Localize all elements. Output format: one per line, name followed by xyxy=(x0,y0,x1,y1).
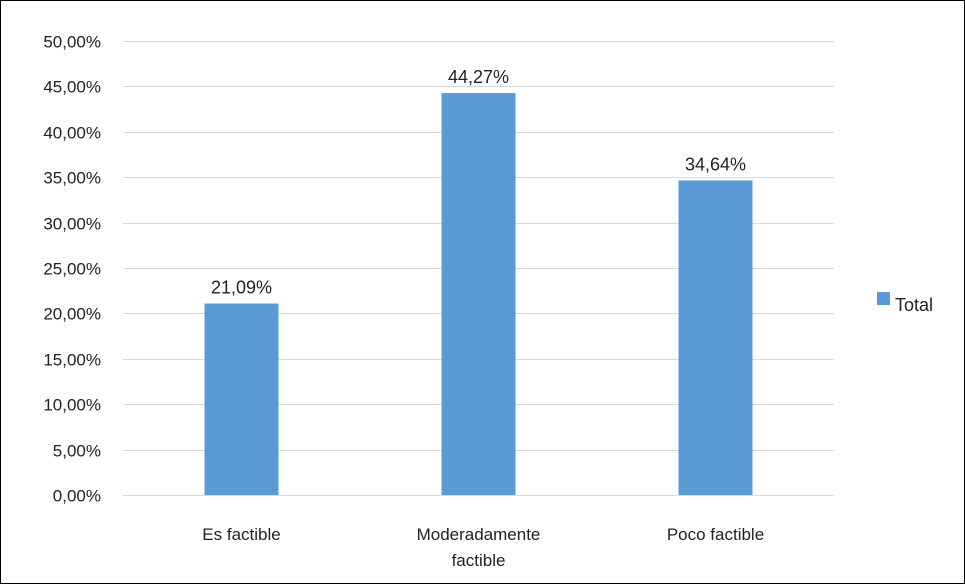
y-tick-label: 0,00% xyxy=(53,487,101,506)
y-tick-label: 5,00% xyxy=(53,442,101,461)
data-label: 44,27% xyxy=(448,67,509,87)
legend-swatch-total xyxy=(877,292,890,305)
y-tick-label: 25,00% xyxy=(43,260,101,279)
bar xyxy=(204,303,279,495)
y-tick-label: 20,00% xyxy=(43,305,101,324)
bar xyxy=(441,93,516,496)
legend: Total xyxy=(877,292,933,315)
y-tick-label: 35,00% xyxy=(43,169,101,188)
category-label: Poco factible xyxy=(667,525,764,544)
y-tick-label: 45,00% xyxy=(43,78,101,97)
data-labels: 21,09% 44,27% 34,64% xyxy=(211,67,746,297)
y-tick-label: 40,00% xyxy=(43,124,101,143)
x-axis-category-labels: Es factible Moderadamente factible Poco fac… xyxy=(202,525,764,570)
y-tick-label: 50,00% xyxy=(43,33,101,52)
y-tick-label: 10,00% xyxy=(43,396,101,415)
bars xyxy=(204,93,753,496)
category-label: Es factible xyxy=(202,525,280,544)
y-tick-label: 15,00% xyxy=(43,351,101,370)
data-label: 21,09% xyxy=(211,278,272,298)
bar xyxy=(678,180,753,495)
y-tick-label: 30,00% xyxy=(43,215,101,234)
y-axis-tick-labels: 0,00% 5,00% 10,00% 15,00% 20,00% 25,00% 30,00%… xyxy=(43,33,101,506)
legend-label-total: Total xyxy=(895,295,933,315)
category-label: factible xyxy=(452,551,506,570)
data-label: 34,64% xyxy=(685,154,746,174)
category-label: Moderadamente xyxy=(417,525,541,544)
